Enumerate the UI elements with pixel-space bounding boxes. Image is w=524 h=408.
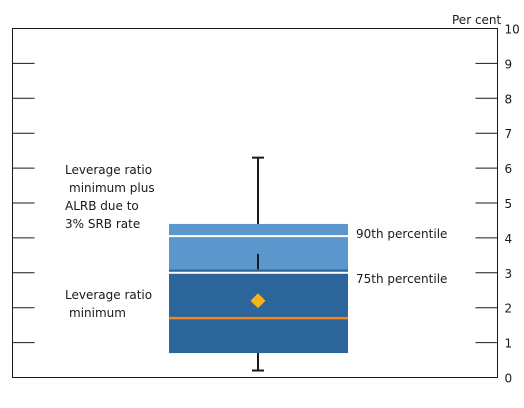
y-tick-label: 10	[505, 23, 520, 37]
mean-marker	[250, 293, 266, 309]
band-lower-75	[169, 269, 348, 354]
y-tick-label: 7	[505, 127, 513, 141]
label-leverage-ratio-minimum: Leverage ratio minimum	[65, 288, 152, 320]
y-tick-label: 6	[505, 162, 513, 176]
y-tick-label: 4	[505, 232, 513, 246]
y-tick-label: 1	[505, 337, 513, 351]
y-tick-label: 3	[505, 267, 513, 281]
unit-label: Per cent	[452, 13, 502, 27]
y-tick-label: 9	[505, 57, 513, 71]
label-75th-percentile: 75th percentile	[356, 272, 447, 286]
label-leverage-ratio-plus-alrb: Leverage ratio minimum plus ALRB due to 3% …	[65, 163, 155, 231]
label-90th-percentile: 90th percentile	[356, 227, 447, 241]
y-tick-label: 5	[505, 197, 513, 211]
y-tick-label: 0	[505, 372, 513, 386]
y-tick-label: 8	[505, 92, 513, 106]
y-tick-label: 2	[505, 302, 513, 316]
